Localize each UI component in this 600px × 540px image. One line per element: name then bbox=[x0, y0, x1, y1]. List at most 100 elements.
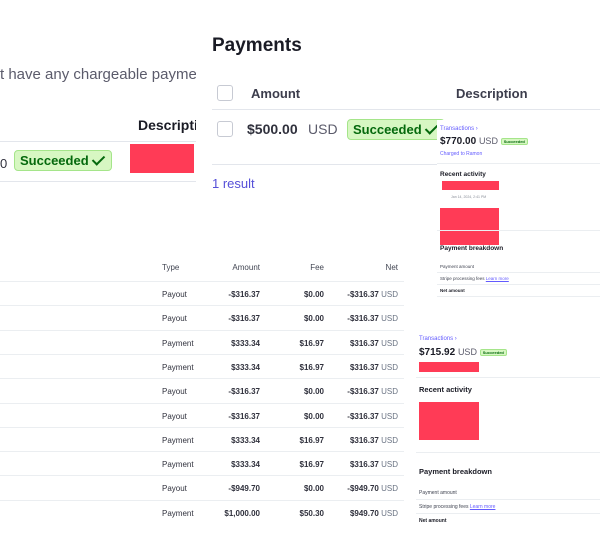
row-net: -$316.37 USD bbox=[320, 387, 398, 396]
row-net-value: $949.70 bbox=[349, 508, 379, 518]
row-fee: $50.30 bbox=[299, 508, 324, 518]
transaction-detail-card: Transactions › $715.92 USD Succeeded Rec… bbox=[416, 330, 600, 530]
row-net-value: -$316.37 bbox=[347, 387, 379, 397]
column-header-amount[interactable]: Amount bbox=[232, 263, 260, 272]
divider bbox=[0, 181, 196, 182]
redacted-block bbox=[440, 208, 499, 245]
row-net-value: -$949.70 bbox=[347, 484, 379, 494]
row-net-currency: USD bbox=[381, 290, 398, 299]
row-amount: -$316.37 bbox=[228, 314, 260, 324]
redacted-block bbox=[130, 144, 194, 173]
row-type: Payment bbox=[162, 435, 194, 445]
row-checkbox[interactable] bbox=[217, 121, 233, 137]
row-fee: $16.97 bbox=[299, 362, 324, 372]
empty-state-message: t have any chargeable payme bbox=[0, 66, 196, 83]
checkmark-icon bbox=[424, 121, 438, 135]
row-net: -$316.37 USD bbox=[320, 314, 398, 323]
breadcrumb-transactions[interactable]: Transactions › bbox=[419, 336, 457, 342]
learn-more-link[interactable]: Learn more bbox=[469, 504, 496, 510]
column-header-description[interactable]: Description bbox=[456, 86, 528, 101]
payment-currency: USD bbox=[308, 121, 338, 137]
table-row[interactable]: Payout -$316.37 $0.00 -$316.37 USD bbox=[0, 281, 404, 306]
row-net-value: -$316.37 bbox=[347, 314, 379, 324]
divider bbox=[212, 164, 437, 165]
table-row[interactable]: Payout -$316.37 $0.00 -$316.37 USD bbox=[0, 378, 404, 403]
row-amount: $333.34 bbox=[231, 460, 260, 470]
row-type: Payment bbox=[162, 338, 194, 348]
row-net-currency: USD bbox=[381, 508, 398, 518]
row-net-value: -$316.37 bbox=[347, 411, 379, 421]
row-fee: $16.97 bbox=[299, 338, 324, 348]
row-net-currency: USD bbox=[381, 435, 398, 445]
row-net-currency: USD bbox=[381, 362, 398, 372]
breakdown-net-amount: Net amount bbox=[440, 288, 465, 293]
select-all-checkbox[interactable] bbox=[217, 85, 233, 101]
row-net-currency: USD bbox=[381, 460, 398, 470]
redacted-block bbox=[419, 402, 479, 440]
column-header-fee[interactable]: Fee bbox=[310, 263, 324, 272]
row-type: Payout bbox=[162, 387, 187, 397]
row-type: Payout bbox=[162, 484, 187, 494]
row-amount: $1,000.00 bbox=[224, 508, 260, 518]
amount-value: $715.92 bbox=[419, 347, 456, 358]
recent-activity-heading: Recent activity bbox=[419, 385, 472, 394]
recent-activity-heading: Recent activity bbox=[440, 171, 486, 178]
divider bbox=[437, 272, 600, 273]
status-badge: Succeeded bbox=[500, 137, 528, 145]
row-net-value: $316.37 bbox=[349, 362, 379, 372]
breadcrumb-transactions[interactable]: Transactions › bbox=[440, 126, 478, 132]
activity-timestamp: Jan 14, 2024, 2:41 PM bbox=[451, 195, 487, 199]
status-badge: Succeeded bbox=[347, 119, 445, 140]
amount-currency: USD bbox=[478, 136, 498, 146]
row-fee: $0.00 bbox=[303, 387, 324, 397]
table-row[interactable]: Payout -$316.37 $0.00 -$316.37 USD bbox=[0, 402, 404, 428]
row-type: Payment bbox=[162, 460, 194, 470]
table-row[interactable]: Payment $333.34 $16.97 $316.37 USD bbox=[0, 451, 404, 476]
row-net: $316.37 USD bbox=[320, 339, 398, 348]
row-fee: $16.97 bbox=[299, 460, 324, 470]
learn-more-link[interactable]: Learn more bbox=[485, 276, 509, 281]
divider bbox=[416, 513, 600, 514]
divider bbox=[416, 377, 600, 378]
transaction-amount: $715.92 USD Succeeded bbox=[419, 347, 507, 358]
payment-breakdown-heading: Payment breakdown bbox=[419, 467, 492, 476]
row-net-value: $316.37 bbox=[349, 338, 379, 348]
table-row[interactable]: Payment $333.34 $16.97 $316.37 USD bbox=[0, 353, 404, 379]
balance-transactions-table: Type Amount Fee Net Payout -$316.37 $0.00-… bbox=[0, 254, 404, 524]
divider bbox=[0, 141, 196, 142]
column-header-type[interactable]: Type bbox=[162, 263, 180, 272]
amount-fragment: 0 bbox=[0, 156, 8, 171]
payment-amount: $500.00 bbox=[247, 121, 298, 137]
row-fee: $0.00 bbox=[303, 411, 324, 421]
table-row[interactable]: Payout -$316.37 $0.00 -$316.37 USD bbox=[0, 305, 404, 330]
page-title: Payments bbox=[212, 35, 302, 56]
breakdown-payment-amount: Payment amount bbox=[419, 490, 457, 496]
row-net: -$949.70 USD bbox=[320, 484, 398, 493]
table-row[interactable]: Payment $333.34 $16.97 $316.37 USD bbox=[0, 426, 404, 452]
breakdown-fees-row: Stripe processing fees Learn more bbox=[419, 504, 495, 510]
row-net: -$316.37 USD bbox=[320, 412, 398, 421]
row-fee: $0.00 bbox=[303, 314, 324, 324]
row-net-currency: USD bbox=[381, 387, 398, 397]
divider bbox=[416, 452, 600, 453]
row-net: $316.37 USD bbox=[320, 460, 398, 469]
table-row[interactable]: Payment $1,000.00 $50.30 $949.70 USD bbox=[0, 499, 404, 525]
divider bbox=[437, 284, 600, 285]
status-badge: Succeeded bbox=[479, 348, 507, 356]
status-badge: Succeeded bbox=[14, 150, 112, 171]
row-amount: -$316.37 bbox=[228, 411, 260, 421]
breakdown-payment-amount: Payment amount bbox=[440, 264, 475, 269]
row-fee: $16.97 bbox=[299, 435, 324, 445]
row-net-currency: USD bbox=[381, 411, 398, 421]
column-header-amount[interactable]: Amount bbox=[251, 86, 301, 101]
row-net: $949.70 USD bbox=[320, 509, 398, 518]
row-fee: $0.00 bbox=[303, 484, 324, 494]
row-type: Payment bbox=[162, 508, 194, 518]
charged-to-link[interactable]: Charged to Ramon bbox=[440, 151, 483, 157]
row-amount: -$949.70 bbox=[228, 484, 260, 494]
divider bbox=[416, 499, 600, 500]
table-row[interactable]: Payout -$949.70 $0.00 -$949.70 USD bbox=[0, 475, 404, 500]
divider bbox=[437, 230, 600, 231]
table-row[interactable]: Payment $333.34 $16.97 $316.37 USD bbox=[0, 329, 404, 355]
column-header-net[interactable]: Net bbox=[385, 263, 398, 272]
